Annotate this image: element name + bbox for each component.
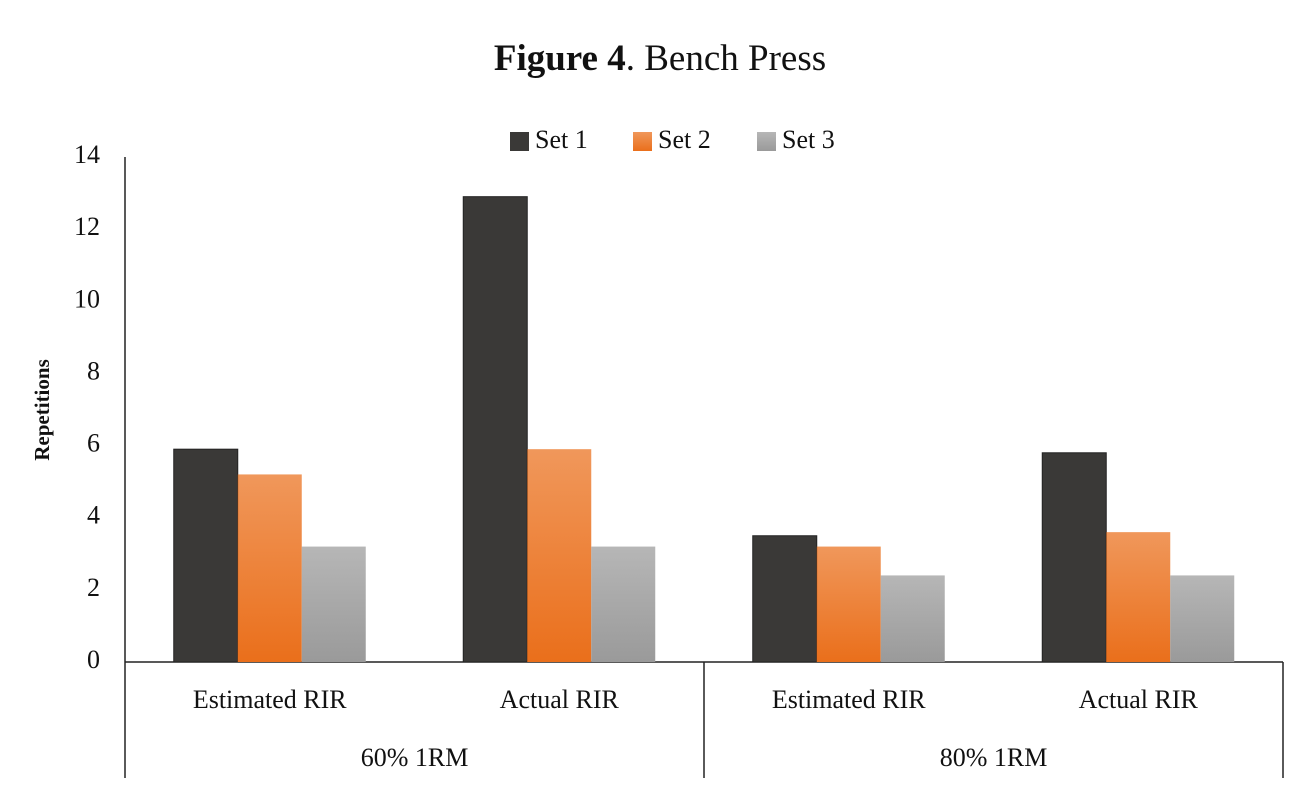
bar: [816, 546, 881, 662]
bar: [1041, 452, 1107, 663]
y-tick-label: 12: [74, 212, 100, 241]
group-label: 80% 1RM: [940, 743, 1048, 772]
legend-label: Set 3: [782, 125, 835, 154]
chart-title: Figure 4. Bench Press: [494, 38, 826, 79]
x-tick-label: Estimated RIR: [772, 685, 926, 714]
y-tick-label: 4: [87, 501, 100, 530]
bar: [462, 196, 528, 663]
bar: [880, 575, 945, 662]
y-tick-label: 14: [74, 140, 100, 169]
y-tick-label: 6: [87, 429, 100, 458]
y-tick-label: 2: [87, 573, 100, 602]
bar: [237, 474, 302, 662]
x-tick-label: Actual RIR: [500, 685, 620, 714]
figure-label: Figure 4: [494, 38, 626, 79]
y-tick-label: 0: [87, 645, 100, 674]
legend-label: Set 2: [658, 125, 711, 154]
x-tick-label: Actual RIR: [1079, 685, 1199, 714]
legend-swatch: [757, 132, 776, 151]
y-tick-label: 10: [74, 284, 100, 313]
bar: [527, 449, 592, 662]
group-label: 60% 1RM: [361, 743, 469, 772]
bar: [173, 448, 239, 663]
y-axis-label: Repetitions: [30, 359, 54, 461]
bar: [301, 546, 366, 662]
bar: [752, 535, 818, 663]
legend-swatch: [633, 132, 652, 151]
bar: [591, 546, 656, 662]
y-tick-label: 8: [87, 356, 100, 385]
bar: [1170, 575, 1235, 662]
legend-label: Set 1: [535, 125, 588, 154]
title-text: . Bench Press: [626, 38, 826, 79]
x-tick-label: Estimated RIR: [193, 685, 347, 714]
legend-swatch: [510, 132, 529, 151]
bar: [1106, 532, 1171, 662]
